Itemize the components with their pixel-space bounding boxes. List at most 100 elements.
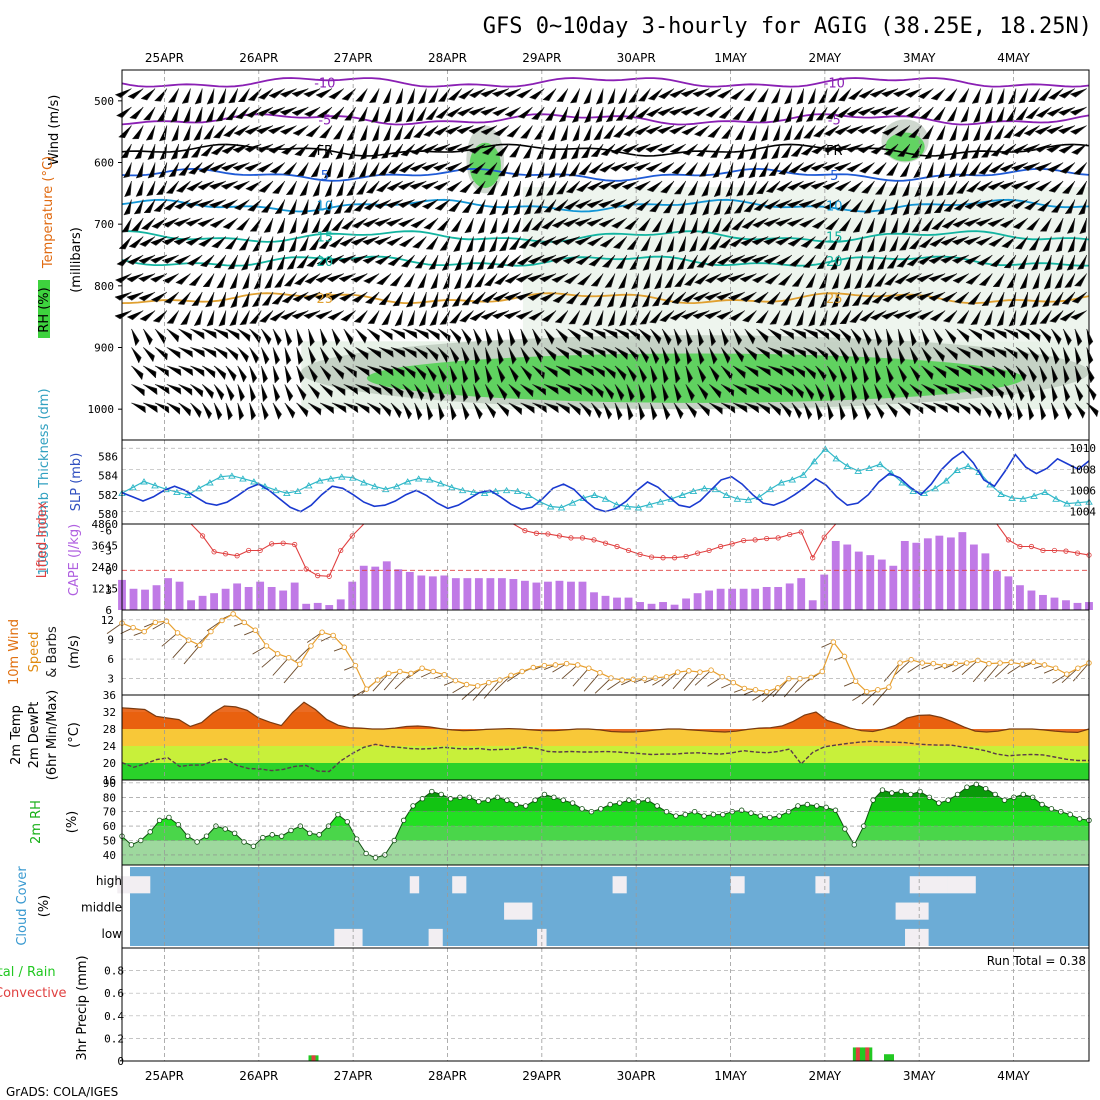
- wind-barb: [960, 106, 970, 123]
- precip-tick-label: 0.4: [104, 1010, 124, 1023]
- wind-barb: [286, 180, 297, 195]
- wind-barb: [252, 291, 262, 307]
- wind-barb: [203, 125, 215, 140]
- wind-barb: [406, 291, 415, 308]
- wind-barb: [888, 180, 899, 196]
- wind-barb: [560, 143, 569, 160]
- wind-barb: [454, 273, 462, 290]
- wind-barb: [442, 273, 451, 290]
- wind-barb: [854, 273, 863, 289]
- cape-tick-label: 4860: [92, 518, 119, 531]
- wind-barb: [850, 402, 858, 421]
- wind-barb: [981, 291, 993, 306]
- wind-barb: [315, 291, 333, 301]
- wind-barb: [520, 347, 530, 364]
- wind-barb: [956, 347, 971, 359]
- wind-barb: [385, 217, 403, 227]
- wind-barb: [841, 236, 852, 252]
- wind-barb: [696, 143, 710, 157]
- wind-barb: [768, 384, 783, 396]
- rh-marker: [260, 834, 266, 841]
- wind-barb: [772, 125, 781, 142]
- wind-barb: [256, 125, 274, 135]
- cape-bar: [866, 555, 875, 610]
- wind-barb: [185, 236, 203, 246]
- wind-barb: [418, 291, 427, 308]
- wind-barb: [545, 106, 557, 121]
- wind-barb: [649, 384, 657, 402]
- rh-marker: [269, 832, 275, 838]
- rh-marker: [203, 833, 210, 839]
- contour-label: 5: [830, 169, 838, 184]
- wind-barb: [929, 236, 946, 247]
- wind-barb: [882, 291, 899, 303]
- wind-barb: [253, 254, 262, 271]
- wind-barb: [355, 88, 368, 102]
- rh-marker: [513, 801, 520, 808]
- rh-marker: [879, 787, 886, 793]
- wind-barb: [504, 106, 521, 118]
- wind-barb: [952, 217, 969, 228]
- precip-tick-label: 0.2: [104, 1032, 124, 1045]
- wind-barb: [645, 143, 663, 153]
- precip-total-bar: [883, 1054, 894, 1061]
- wind-barb: [976, 180, 993, 192]
- lifted-index-marker: [798, 529, 804, 535]
- wind-barb: [858, 88, 875, 99]
- wind-barb: [579, 291, 592, 306]
- upper-air-wind-barbs: [114, 88, 1099, 421]
- wind-barb: [221, 143, 238, 154]
- wind-barb: [189, 273, 203, 287]
- temperature-contour: [121, 198, 1090, 213]
- wind-barb: [744, 328, 756, 345]
- wind-barb: [496, 365, 506, 383]
- wind-barb: [1039, 328, 1052, 344]
- date-label-top: 30APR: [617, 51, 656, 65]
- wind-barb: [577, 273, 592, 286]
- wind-barb: [810, 180, 828, 190]
- wind-barb: [628, 88, 639, 103]
- cape-bar: [590, 592, 598, 610]
- wind-barb: [542, 88, 557, 101]
- wind-barb: [376, 180, 392, 193]
- wind-barb: [673, 384, 682, 402]
- wind-barb: [697, 384, 709, 400]
- wind-barb: [214, 254, 227, 269]
- wind-barb: [457, 162, 474, 173]
- wind-barb: [866, 254, 875, 271]
- cape-bar: [567, 581, 575, 610]
- wind-barb: [449, 310, 462, 324]
- wind-speed-marker: [775, 685, 781, 691]
- wind-barb: [131, 328, 140, 346]
- cape-bar: [141, 589, 149, 610]
- surface-wind-barb: [994, 661, 1012, 678]
- wind-barb: [150, 273, 168, 283]
- wind-barb: [536, 180, 545, 197]
- wind-barb: [348, 162, 356, 179]
- thickness-marker: [656, 498, 665, 505]
- wind-barb: [897, 143, 911, 157]
- surface-wind-barb: [852, 691, 867, 701]
- cloud-cell: [905, 928, 929, 946]
- wind-barb: [508, 347, 517, 365]
- wind-barb: [390, 402, 402, 419]
- wind-speed-marker: [174, 630, 181, 636]
- wind-barb: [581, 143, 592, 159]
- wind-barb: [402, 402, 412, 420]
- wind-barb: [1078, 199, 1087, 215]
- cape-bar: [244, 586, 253, 610]
- wind-barb: [800, 236, 816, 248]
- cape-bar: [187, 600, 195, 610]
- wind-barb: [244, 162, 262, 172]
- wind-barb: [999, 199, 1017, 209]
- wind-barb: [402, 347, 417, 358]
- wind-barb: [768, 328, 782, 341]
- wind-barb: [492, 88, 510, 97]
- wind-barb: [249, 402, 256, 421]
- wind-barb: [921, 365, 934, 380]
- cape-bar: [474, 578, 483, 610]
- wind-barb: [1024, 199, 1040, 211]
- wind-barb: [798, 180, 816, 190]
- wind-barb: [730, 88, 746, 100]
- wind-barb: [575, 199, 592, 209]
